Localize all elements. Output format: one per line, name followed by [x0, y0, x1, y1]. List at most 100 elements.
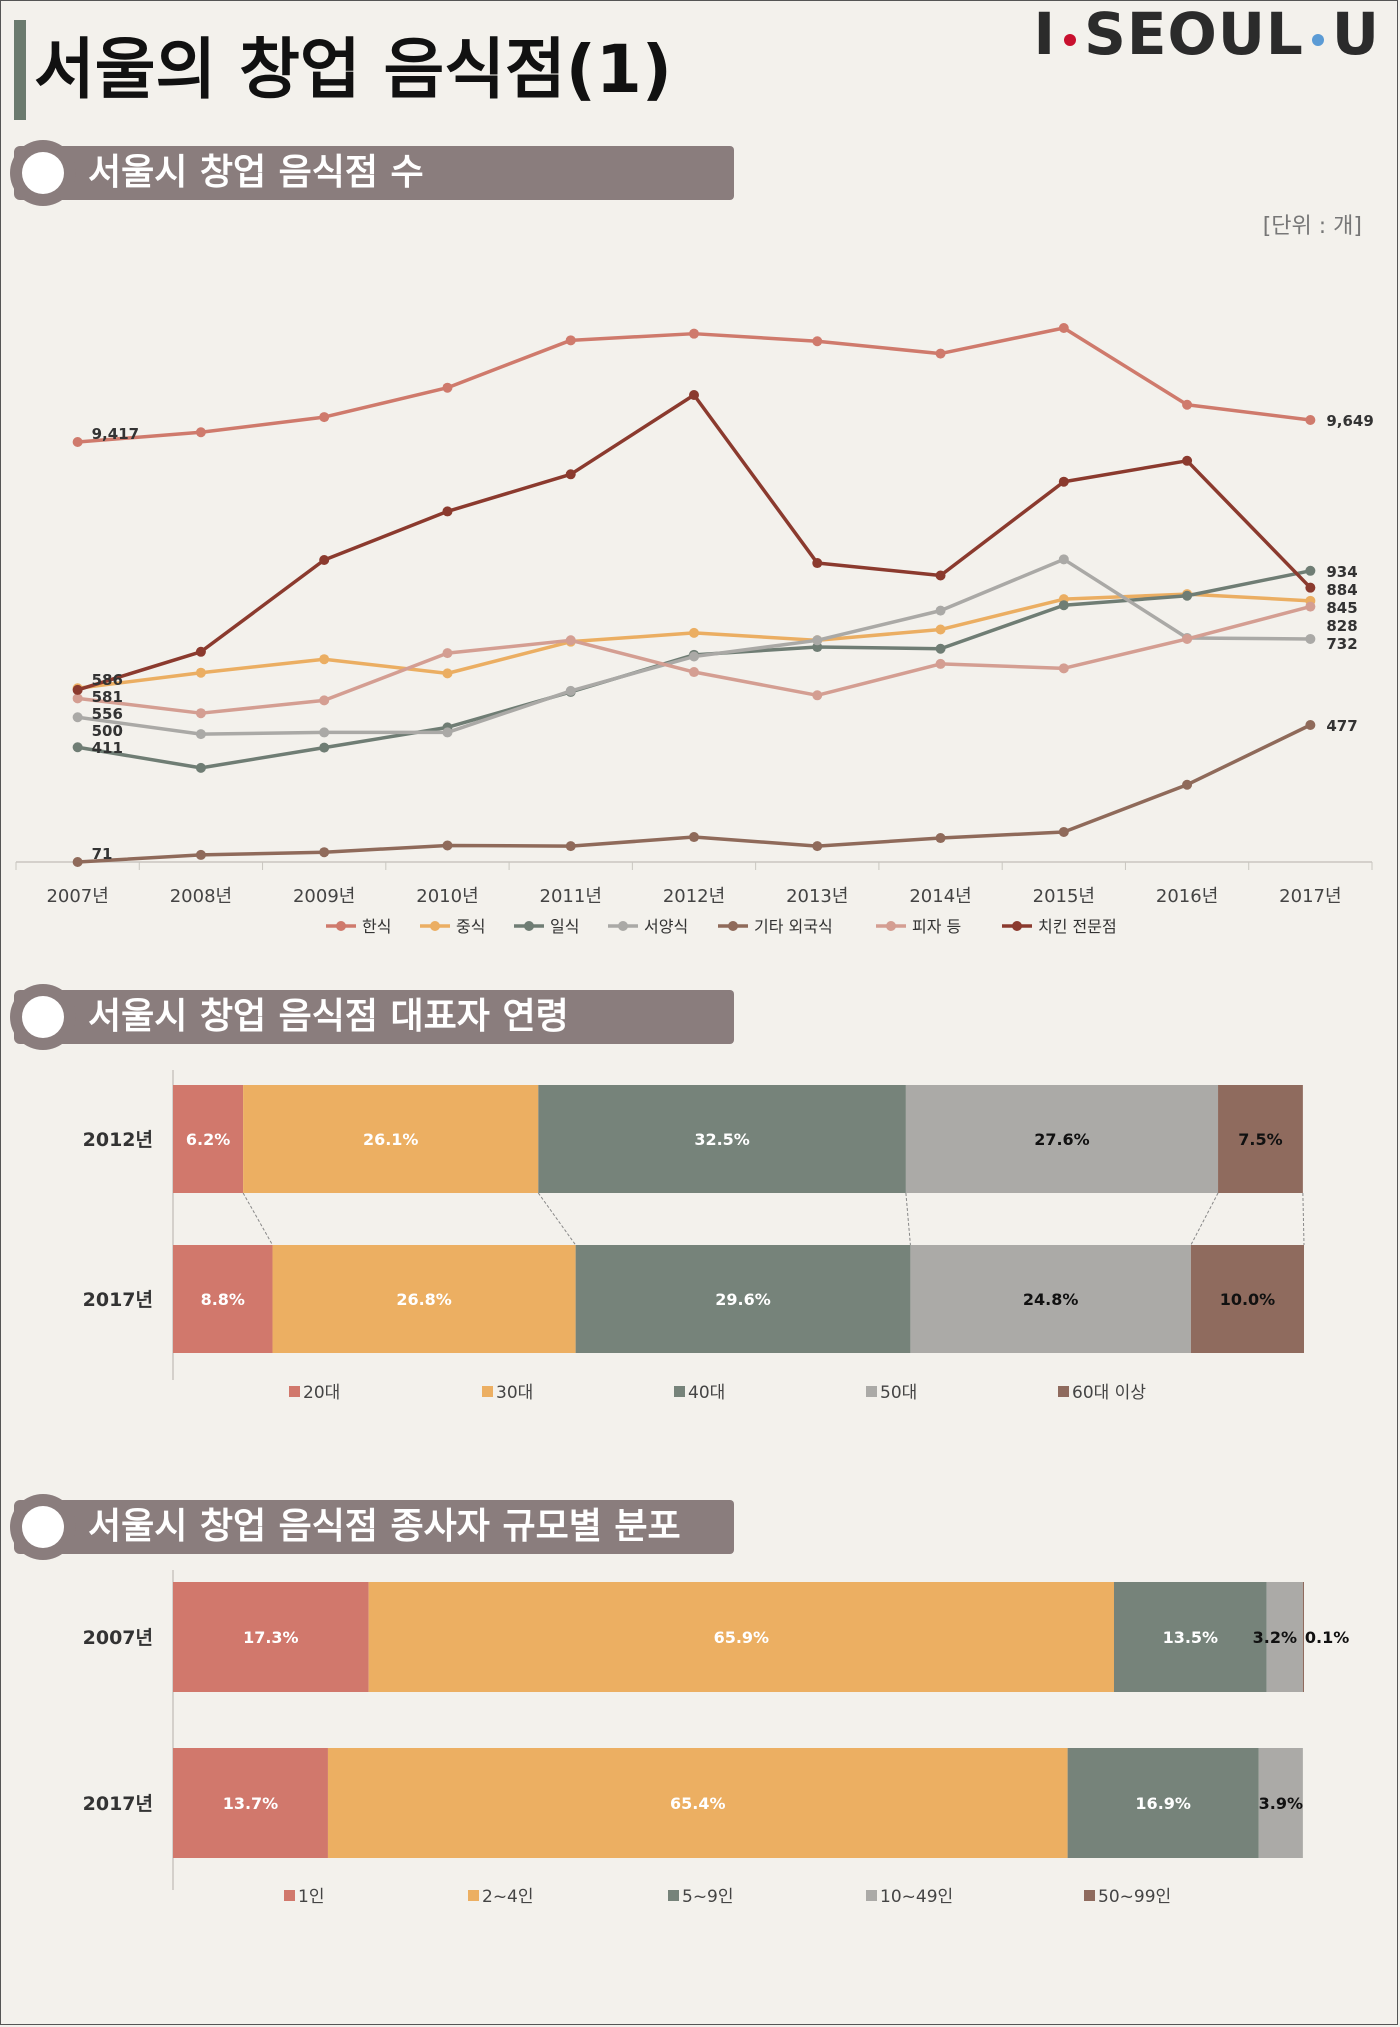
legend-label: 서양식: [644, 917, 688, 936]
legend-swatch: [668, 1890, 679, 1901]
data-label: 13.7%: [223, 1794, 279, 1813]
data-point: [319, 555, 330, 566]
legend-label: 30대: [496, 1383, 533, 1403]
x-tick-label: 2011년: [540, 886, 602, 907]
bar-segment-30대: [272, 1245, 576, 1353]
data-label: 8.8%: [201, 1290, 245, 1309]
data-point: [1058, 663, 1069, 674]
category-label: 2017년: [83, 1793, 153, 1815]
data-point: [72, 742, 83, 753]
data-label: 732: [1326, 635, 1357, 653]
bar-segment-50대: [905, 1085, 1219, 1193]
data-point: [195, 708, 206, 719]
data-point: [1305, 415, 1316, 426]
data-point: [935, 605, 946, 616]
data-point: [1182, 455, 1193, 466]
data-label: 29.6%: [715, 1290, 771, 1309]
bar-segment-1인: [173, 1582, 369, 1692]
data-point: [689, 832, 699, 843]
bar-segment-30대: [243, 1085, 539, 1193]
data-label: 3.2%: [1253, 1628, 1297, 1647]
data-label: 32.5%: [694, 1130, 750, 1149]
x-tick-label: 2014년: [909, 886, 971, 907]
x-tick-label: 2016년: [1156, 886, 1218, 907]
data-label: 586: [92, 671, 123, 689]
data-point: [442, 727, 453, 738]
series-line-치킨 전문점: [77, 393, 1312, 692]
bar-segment-5~9인: [1113, 1582, 1267, 1692]
section-header-restaurant-count: 서울시 창업 음식점 수: [10, 140, 734, 206]
legend-label: 피자 등: [912, 917, 961, 936]
section-bullet-icon: [10, 1494, 76, 1560]
legend-swatch: [866, 1386, 877, 1397]
bar-segment-60대 이상: [1218, 1085, 1303, 1193]
page-title: 서울의 창업 음식점(1): [34, 31, 672, 108]
data-point: [935, 658, 946, 669]
logo-dot-blue: [1311, 34, 1324, 46]
data-point: [935, 570, 946, 581]
bar-segment-2~4인: [368, 1582, 1114, 1692]
line-chart-restaurant-count: 2007년 2008년 2009년 2010년 2011년 2012년 2013년 2014년…: [15, 323, 1374, 936]
data-point: [565, 635, 576, 646]
x-tick-label: 2009년: [293, 886, 355, 907]
data-point: [1305, 565, 1316, 576]
data-label: 65.9%: [714, 1628, 770, 1647]
data-label: 65.4%: [670, 1794, 726, 1813]
logo-word-seoul: SEOUL: [1084, 0, 1304, 68]
category-label: 2012년: [83, 1129, 153, 1151]
bar-segment-50대: [910, 1245, 1191, 1353]
data-point: [1182, 399, 1193, 410]
legend-swatch-dot: [430, 921, 440, 931]
logo-dot-red: [1064, 34, 1077, 46]
data-label: 17.3%: [243, 1628, 299, 1647]
legend-swatch-dot: [728, 921, 738, 931]
data-point: [1058, 554, 1069, 565]
bar-segment-60대 이상: [1190, 1245, 1304, 1353]
data-point: [442, 648, 453, 659]
legend-label: 1인: [298, 1887, 324, 1907]
bar-segment-10~49인: [1258, 1748, 1303, 1858]
legend-swatch-dot: [1012, 921, 1022, 931]
stacked-bar-employee-size: 2007년 17.3% 65.9% 13.5% 3.2% 0.1% 2017년 13.7% 65…: [83, 1570, 1349, 1907]
x-tick-label: 2013년: [786, 886, 848, 907]
data-point: [689, 651, 699, 662]
legend-swatch: [1058, 1386, 1069, 1397]
data-point: [1058, 600, 1069, 611]
data-point: [195, 729, 206, 740]
data-point: [319, 847, 330, 858]
section-bullet-icon: [10, 140, 76, 206]
legend-label: 한식: [362, 917, 391, 936]
data-point: [1305, 582, 1316, 593]
data-point: [565, 685, 576, 696]
data-label: 411: [92, 739, 123, 757]
legend-swatch: [468, 1890, 479, 1901]
data-point: [565, 469, 576, 480]
data-point: [1305, 601, 1316, 612]
x-tick-label: 2015년: [1033, 886, 1095, 907]
legend-swatch-dot: [886, 921, 896, 931]
legend-swatch-dot: [524, 921, 534, 931]
data-point: [565, 841, 576, 852]
stacked-bar-owner-age: 2012년 6.2% 26.1% 32.5% 27.6% 7.5% 2017년 8.8% 26.…: [83, 1070, 1305, 1403]
data-point: [442, 840, 453, 851]
data-label: 13.5%: [1163, 1628, 1219, 1647]
data-label: 16.9%: [1135, 1794, 1191, 1813]
data-point: [565, 335, 576, 346]
legend-label: 20대: [303, 1383, 340, 1403]
legend-label: 2~4인: [482, 1887, 534, 1907]
bar-segment-20대: [173, 1085, 244, 1193]
legend-label: 기타 외국식: [754, 917, 833, 936]
data-point: [935, 624, 946, 635]
data-point: [1058, 476, 1069, 487]
data-point: [72, 437, 83, 447]
data-label: 7.5%: [1238, 1130, 1282, 1149]
x-tick-label: 2007년: [46, 886, 108, 907]
data-label: 27.6%: [1034, 1130, 1090, 1149]
bar-segment-1인: [173, 1748, 328, 1858]
x-tick-label: 2008년: [170, 886, 232, 907]
data-point: [319, 412, 330, 423]
data-label: 934: [1326, 563, 1357, 581]
chart-unit-label: [단위 : 개]: [1262, 214, 1362, 239]
x-tick-label: 2010년: [416, 886, 478, 907]
data-point: [1182, 590, 1193, 601]
